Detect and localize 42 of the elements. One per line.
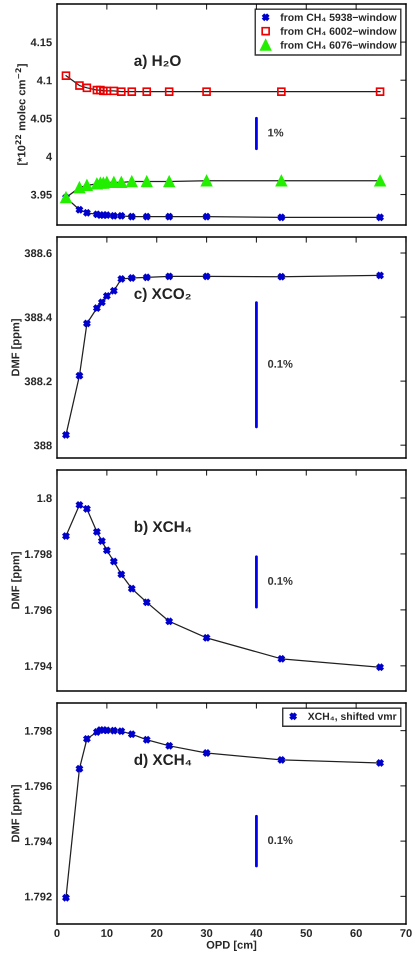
y-axis-title: DMF [ppm]	[11, 785, 22, 842]
y-tick-label: 388	[34, 441, 52, 450]
y-tick-label: 1.796	[25, 606, 52, 614]
y-axis-title: [*10$^{22}$ molec cm$^{−2}$]	[15, 64, 28, 165]
y-tick-label: 4	[46, 152, 52, 160]
y-tick-label: 388.4	[24, 313, 52, 322]
annotation: b) XCH₄	[134, 520, 192, 536]
annotation: c) XCO₂	[134, 288, 191, 302]
annotation: 0.1%	[268, 360, 293, 368]
legend-label: from CH₄ 5938−window	[280, 13, 397, 22]
y-tick-label: 1.8	[37, 494, 52, 502]
y-tick-label: 4.15	[30, 38, 52, 46]
legend-label: from CH₄ 6076−window	[280, 41, 397, 50]
x-axis-title: OPD [cm]	[206, 940, 256, 951]
legend-label: from CH₄ 6002−window	[280, 27, 397, 36]
annotation: 0.1%	[268, 577, 293, 585]
y-axis-title: DMF [ppm]	[11, 552, 22, 609]
annotation: a) H₂O	[134, 54, 181, 70]
x-tick-label: 70	[400, 929, 412, 938]
y-tick-label: 4.1	[36, 76, 52, 84]
y-tick-label: 388.2	[24, 377, 52, 386]
y-tick-label: 388.6	[24, 249, 52, 258]
x-tick-label: 50	[300, 929, 312, 938]
y-tick-label: 1.794	[25, 837, 52, 846]
y-tick-label: 4.05	[30, 114, 52, 122]
x-tick-label: 30	[200, 929, 212, 938]
y-tick-label: 3.95	[30, 190, 52, 199]
x-tick-label: 60	[350, 929, 362, 938]
y-tick-label: 1.796	[25, 782, 52, 790]
legend-label: XCH₄, shifted vmr	[308, 712, 396, 722]
x-tick-label: 0	[54, 929, 60, 938]
annotation: 1%	[268, 128, 284, 137]
y-tick-label: 1.798	[25, 726, 52, 735]
y-axis-title: DMF [ppm]	[11, 319, 22, 376]
annotation: d) XCH₄	[134, 754, 192, 768]
y-tick-label: 1.794	[25, 662, 52, 670]
x-tick-label: 20	[150, 929, 162, 938]
y-tick-label: 1.798	[25, 550, 52, 558]
x-tick-label: 40	[250, 929, 262, 938]
x-tick-label: 10	[101, 929, 113, 938]
annotation: 0.1%	[268, 836, 293, 844]
y-tick-label: 1.792	[25, 892, 52, 901]
